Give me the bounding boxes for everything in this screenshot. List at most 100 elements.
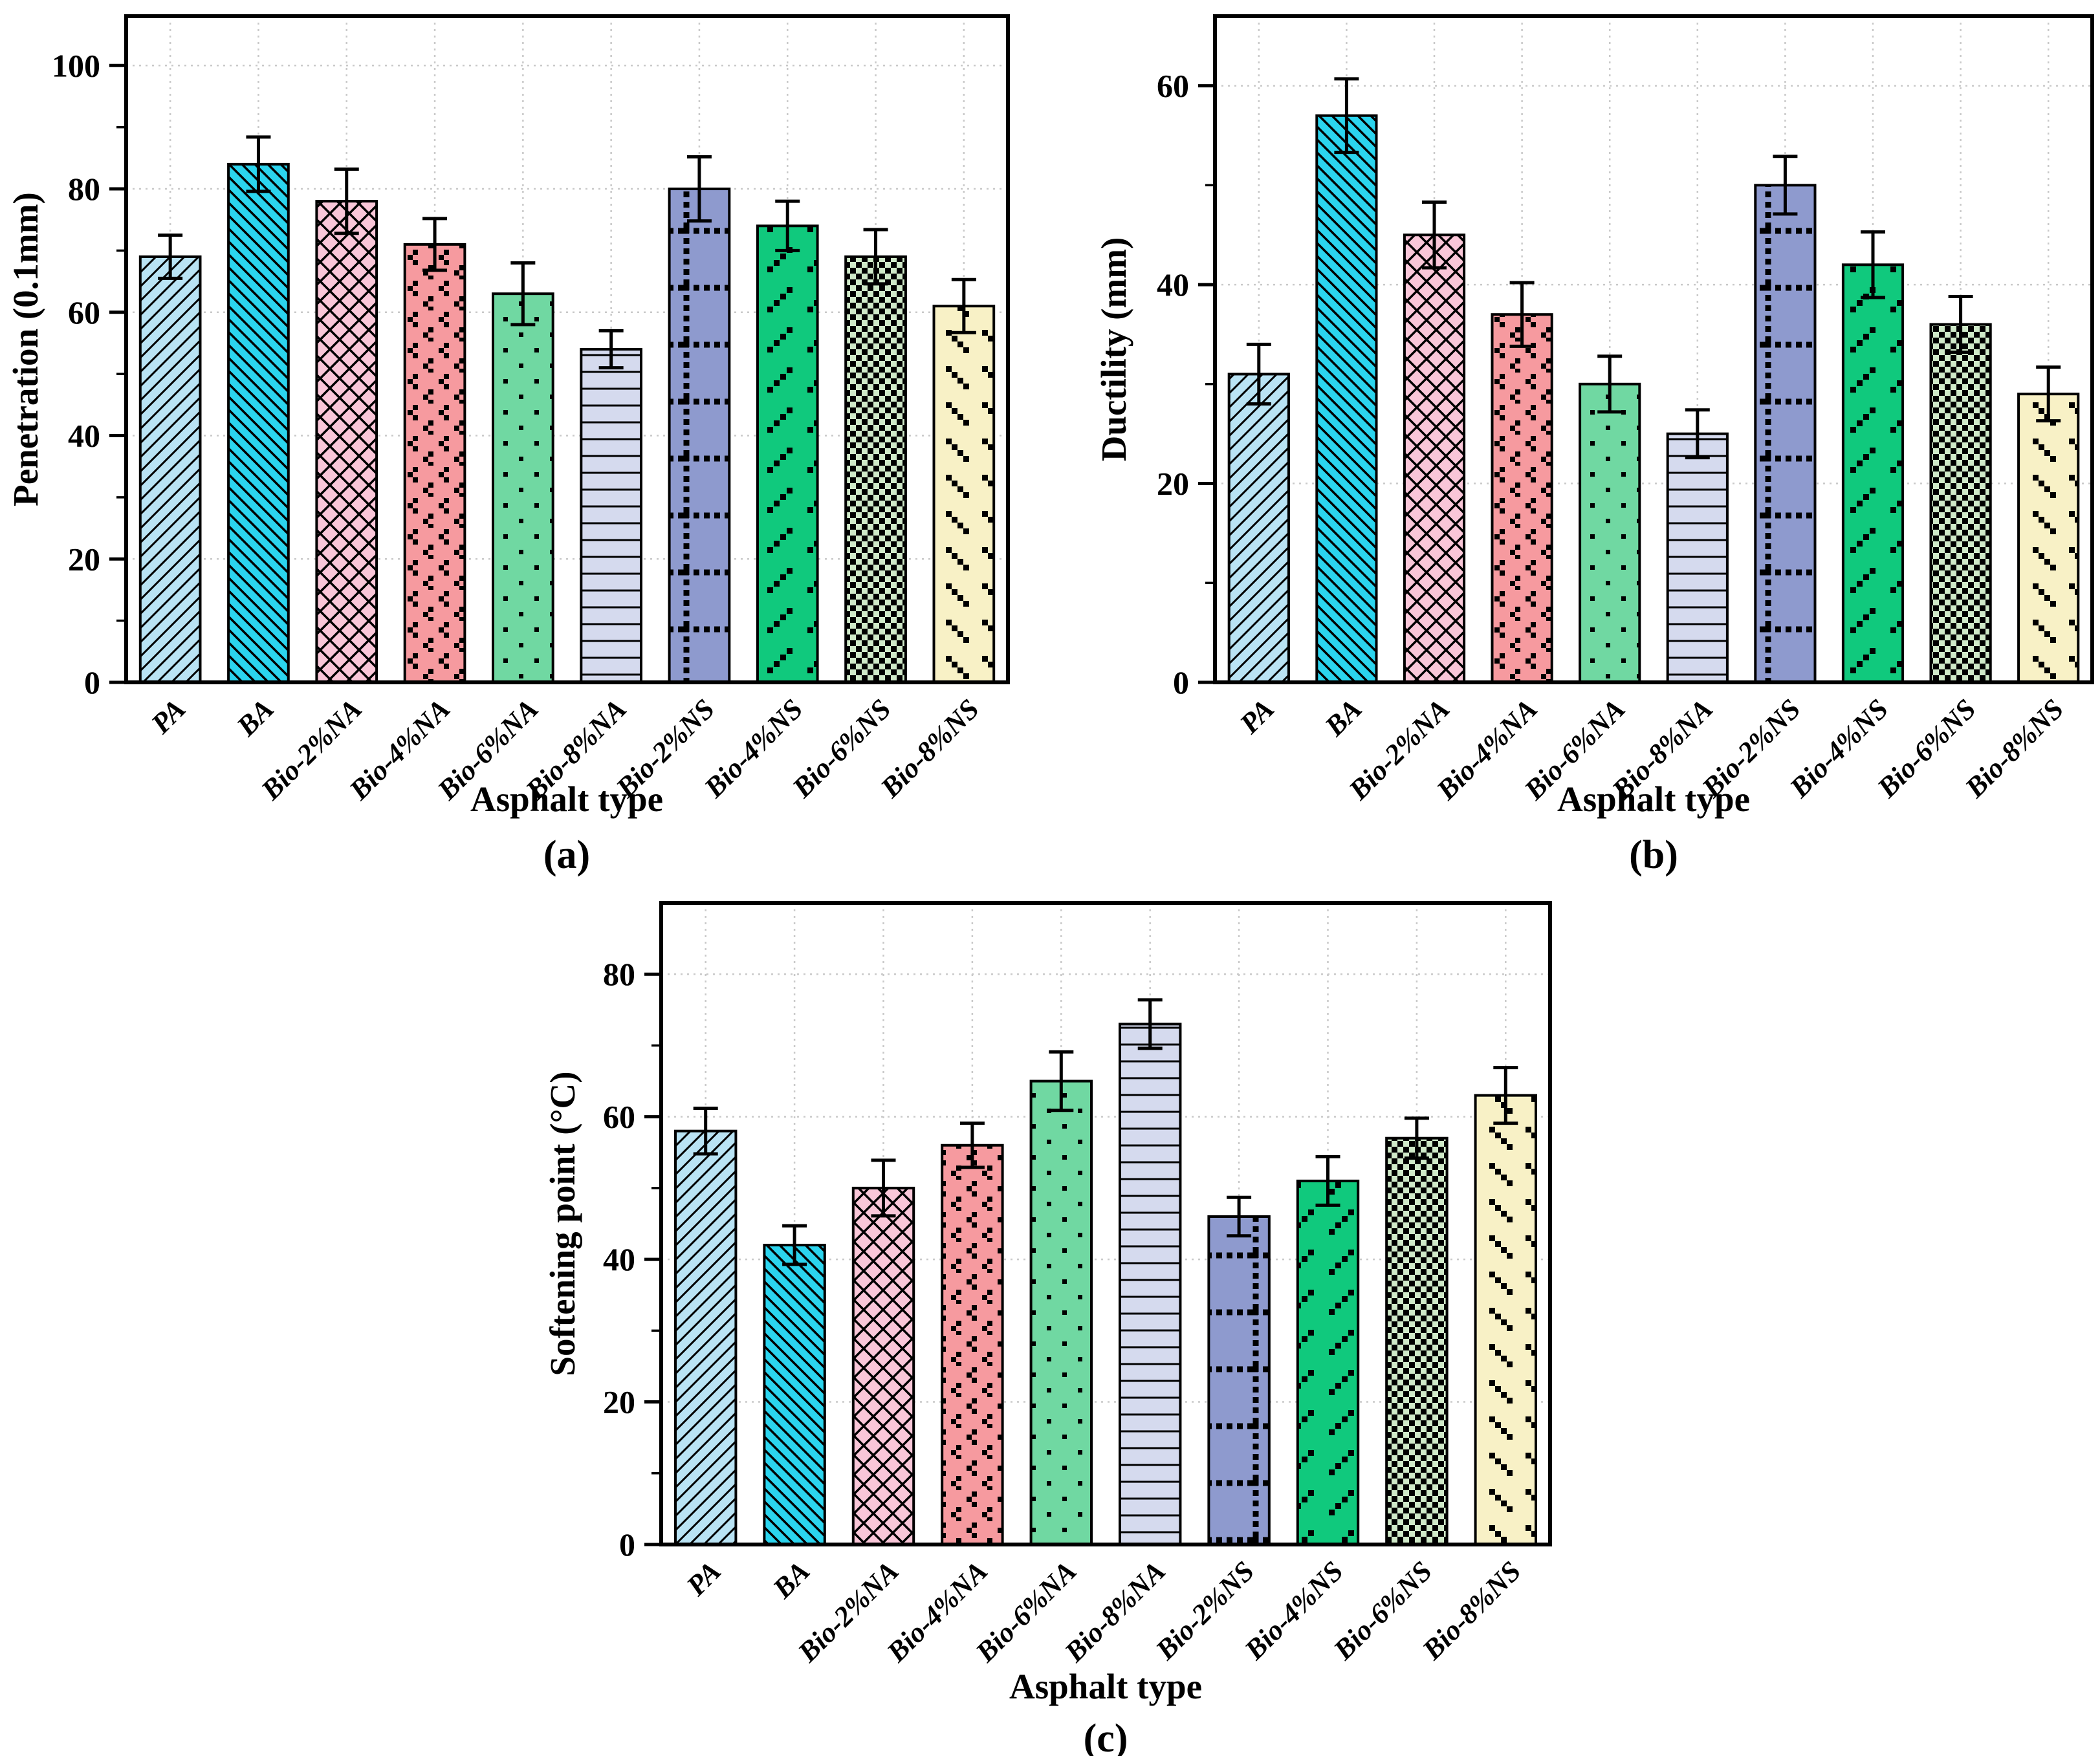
bars <box>1227 77 2080 684</box>
bar-Bio-6%NA <box>1029 1050 1093 1546</box>
y-tick-label: 80 <box>603 956 635 992</box>
y-tick-label: 0 <box>84 664 100 700</box>
bar-Bio-4%NS <box>1296 1154 1360 1546</box>
panel-caption: (b) <box>1629 833 1678 877</box>
bar-BA <box>1315 77 1378 684</box>
bar-Bio-6%NS <box>844 228 907 684</box>
y-tick-label: 60 <box>603 1099 635 1135</box>
bar-Bio-2%NS <box>668 155 731 684</box>
y-axis-title: Ductility (mm) <box>1094 237 1133 462</box>
y-tick-label: 40 <box>68 418 100 454</box>
error-bar <box>871 1158 896 1218</box>
gridlines <box>126 16 1008 682</box>
y-tick-label: 40 <box>1157 266 1189 303</box>
bar-Bio-8%NS <box>1474 1066 1538 1546</box>
y-axis-title: Penetration (0.1mm) <box>6 192 45 506</box>
error-bar <box>686 155 712 223</box>
x-axis-title: Asphalt type <box>1009 1667 1202 1706</box>
y-axis-ticks <box>109 63 125 684</box>
error-bar <box>1137 998 1163 1050</box>
y-tick-label: 20 <box>68 541 100 577</box>
error-bar <box>1246 342 1271 406</box>
bar-Bio-4%NA <box>403 217 466 684</box>
bars <box>673 998 1538 1546</box>
error-bar <box>2036 365 2061 423</box>
y-tick-label: 0 <box>1173 664 1189 700</box>
x-tick-label-BA: BA <box>766 1555 816 1605</box>
bar-Bio-4%NA <box>1491 281 1553 684</box>
error-bar <box>1422 200 1447 270</box>
error-bar <box>246 135 271 193</box>
y-tick-label: 0 <box>619 1526 635 1563</box>
bar-Bio-2%NA <box>1403 200 1466 684</box>
y-tick-label: 60 <box>68 294 100 331</box>
bar-BA <box>763 1224 826 1546</box>
y-tick-label: 100 <box>52 47 100 83</box>
plot-border <box>659 901 1552 1546</box>
x-tick-label-PA: PA <box>144 693 191 740</box>
error-bar <box>863 228 888 286</box>
error-bar <box>1773 155 1798 216</box>
bar-Bio-2%NS <box>1754 155 1817 684</box>
x-tick-label-BA: BA <box>230 693 280 743</box>
error-bar <box>1493 1066 1518 1125</box>
error-bar <box>959 1122 985 1169</box>
error-bar <box>693 1106 718 1156</box>
bar-Bio-8%NA <box>1118 998 1182 1546</box>
error-bar <box>1509 281 1535 348</box>
error-bar <box>1334 77 1359 155</box>
y-axis-title: Softening point (°C) <box>543 1071 582 1376</box>
bar-Bio-2%NA <box>315 168 378 684</box>
error-bar <box>782 1224 807 1266</box>
y-tick-label: 60 <box>1157 68 1189 104</box>
y-axis-ticks <box>1198 84 1214 684</box>
bar-Bio-8%NA <box>580 329 642 684</box>
bar-BA <box>227 135 290 684</box>
error-bar <box>422 217 448 272</box>
bar-Bio-2%NS <box>1207 1195 1271 1546</box>
bar-Bio-8%NS <box>2017 365 2080 684</box>
error-bar <box>1685 408 1710 460</box>
bar-Bio-6%NA <box>1579 354 1641 684</box>
panel-caption: (a) <box>543 833 590 877</box>
x-tick-label-Bio-2%NS: Bio-2%NS <box>1149 1555 1260 1666</box>
plot-border <box>124 14 1010 684</box>
error-bar <box>598 329 624 370</box>
error-bar <box>951 277 976 334</box>
y-tick-label: 40 <box>603 1241 635 1277</box>
error-bar <box>1597 354 1623 414</box>
x-axis-title: Asphalt type <box>470 779 663 819</box>
y-tick-label: 80 <box>68 171 100 207</box>
error-bar <box>1861 230 1885 299</box>
x-tick-label-BA: BA <box>1318 693 1368 743</box>
bar-Bio-6%NS <box>1929 295 1992 684</box>
bar-PA <box>1227 342 1290 684</box>
panel-caption: (c) <box>1084 1717 1128 1756</box>
plot-border <box>1213 14 2094 684</box>
error-bar <box>775 199 800 252</box>
bar-Bio-4%NS <box>756 199 819 684</box>
error-bar <box>1227 1195 1252 1238</box>
bar-PA <box>673 1106 738 1546</box>
error-bar <box>510 261 536 327</box>
x-tick-label-PA: PA <box>680 1555 727 1602</box>
y-axis-ticks <box>644 972 660 1546</box>
x-axis-title: Asphalt type <box>1557 779 1750 819</box>
bar-Bio-2%NA <box>851 1158 915 1546</box>
x-tick-label-Bio-4%NS: Bio-4%NS <box>1238 1555 1350 1666</box>
x-tick-label-Bio-8%NS: Bio-8%NS <box>1416 1555 1527 1666</box>
error-bar <box>1948 295 1973 354</box>
bar-Bio-8%NA <box>1666 408 1729 684</box>
bar-Bio-6%NA <box>492 261 554 684</box>
y-tick-label: 20 <box>1157 466 1189 502</box>
bar-Bio-4%NA <box>941 1122 1004 1546</box>
error-bar <box>334 168 359 235</box>
bar-Bio-6%NS <box>1385 1116 1449 1546</box>
error-bar <box>1049 1050 1074 1112</box>
error-bar <box>1315 1154 1340 1207</box>
error-bar <box>1404 1116 1429 1160</box>
